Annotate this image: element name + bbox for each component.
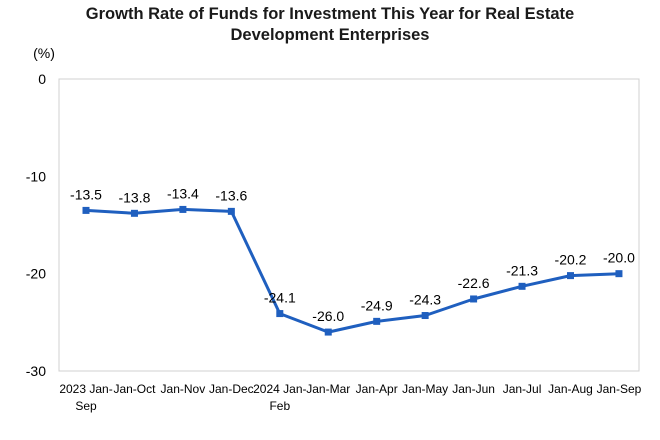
data-point-marker: [470, 295, 478, 303]
x-tick-label: Jan-Apr: [356, 382, 398, 396]
plot-area-frame: [58, 78, 640, 372]
data-labels: -13.5 -13.8 -13.4 -13.6 -24.1 -26.0 -24.9 -24.3…: [70, 185, 635, 324]
data-value-label: -24.9: [361, 297, 393, 313]
x-tick-label: 2024 Jan-: [253, 382, 306, 396]
x-tick-label: Jan-Nov: [161, 382, 206, 396]
data-point-marker: [324, 328, 332, 336]
data-point-marker: [567, 272, 574, 280]
data-point-marker: [276, 310, 284, 318]
data-value-label: -20.0: [603, 250, 635, 266]
data-value-label: -24.3: [409, 292, 441, 308]
x-tick-label: 2023 Jan-: [59, 382, 112, 396]
data-value-label: -22.6: [458, 275, 490, 291]
data-value-label: -26.0: [312, 308, 344, 324]
y-tick-label: -10: [26, 168, 46, 184]
y-axis-ticks: 0 -10 -20 -30: [26, 71, 46, 379]
x-tick-label: Jan-Jul: [503, 382, 542, 396]
y-axis-unit-label: (%): [33, 45, 55, 61]
data-value-label: -13.8: [118, 189, 150, 205]
data-point-marker: [179, 205, 187, 213]
chart-title: Growth Rate of Funds for Investment This…: [0, 4, 660, 46]
x-tick-label: Jan-Jun: [452, 382, 495, 396]
data-point-marker: [82, 206, 90, 214]
x-tick-label: Sep: [75, 399, 97, 413]
data-point-marker: [227, 207, 235, 215]
series-line: [85, 207, 620, 334]
y-tick-label: -30: [26, 363, 46, 379]
x-tick-label: Jan-Mar: [306, 382, 350, 396]
data-point-marker: [373, 317, 381, 325]
x-tick-label: Jan-Aug: [548, 382, 593, 396]
data-value-label: -20.2: [555, 252, 587, 268]
data-value-label: -13.4: [167, 185, 199, 201]
data-value-label: -24.1: [264, 290, 296, 306]
x-tick-label: Jan-Sep: [597, 382, 642, 396]
series-markers: [82, 205, 623, 336]
y-tick-label: 0: [38, 71, 46, 87]
data-value-label: -13.5: [70, 186, 102, 202]
x-tick-label: Feb: [269, 399, 290, 413]
x-tick-label: Jan-May: [402, 382, 448, 396]
y-tick-label: -20: [26, 266, 46, 282]
data-point-marker: [421, 312, 429, 320]
data-value-label: -13.6: [215, 187, 247, 203]
data-value-label: -21.3: [506, 262, 538, 278]
x-tick-label: Jan-Oct: [113, 382, 156, 396]
data-point-marker: [130, 209, 138, 217]
chart-title-line-2: Development Enterprises: [230, 26, 430, 44]
chart-title-line-1: Growth Rate of Funds for Investment This…: [85, 5, 575, 23]
x-tick-label: Jan-Dec: [209, 382, 254, 396]
data-point-marker: [615, 270, 623, 278]
data-point-marker: [518, 282, 526, 290]
x-axis-ticks: 2023 Jan- Sep Jan-Oct Jan-Nov Jan-Dec 2024 Ja…: [59, 382, 641, 413]
